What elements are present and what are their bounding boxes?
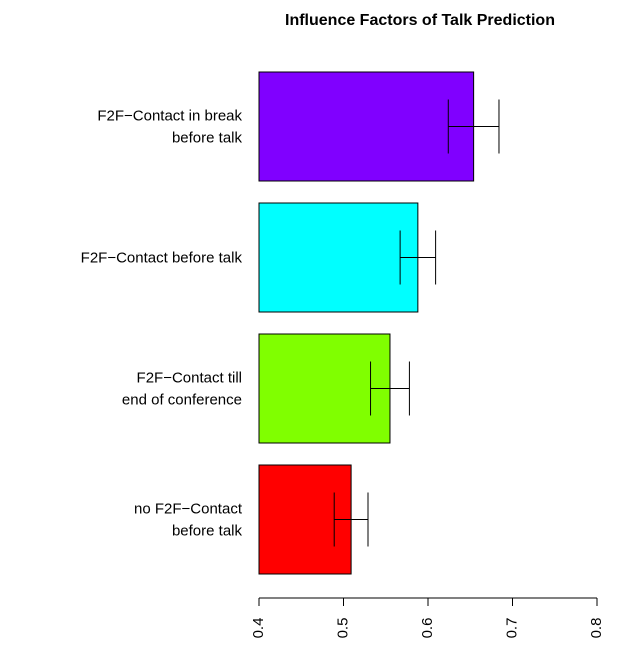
y-tick-label: F2F−Contact in break before talk — [97, 108, 242, 147]
x-tick-label: 0.5 — [334, 618, 351, 639]
y-tick-label: F2F−Contact till end of conference — [122, 370, 242, 409]
error-bar — [333, 492, 369, 547]
y-tick-label: no F2F−Contact before talk — [134, 501, 243, 540]
bar — [258, 71, 475, 182]
error-bar — [447, 99, 500, 154]
x-tick-label: 0.4 — [250, 618, 267, 639]
x-tick-label: 0.8 — [588, 618, 605, 639]
y-tick-label: F2F−Contact before talk — [81, 250, 243, 267]
bar — [258, 333, 391, 444]
error-bar — [399, 230, 437, 285]
x-tick-label: 0.7 — [503, 618, 520, 639]
chart-title: Influence Factors of Talk Prediction — [285, 12, 555, 29]
x-tick-label: 0.6 — [419, 618, 436, 639]
bar — [258, 202, 419, 313]
error-bar — [370, 361, 410, 416]
